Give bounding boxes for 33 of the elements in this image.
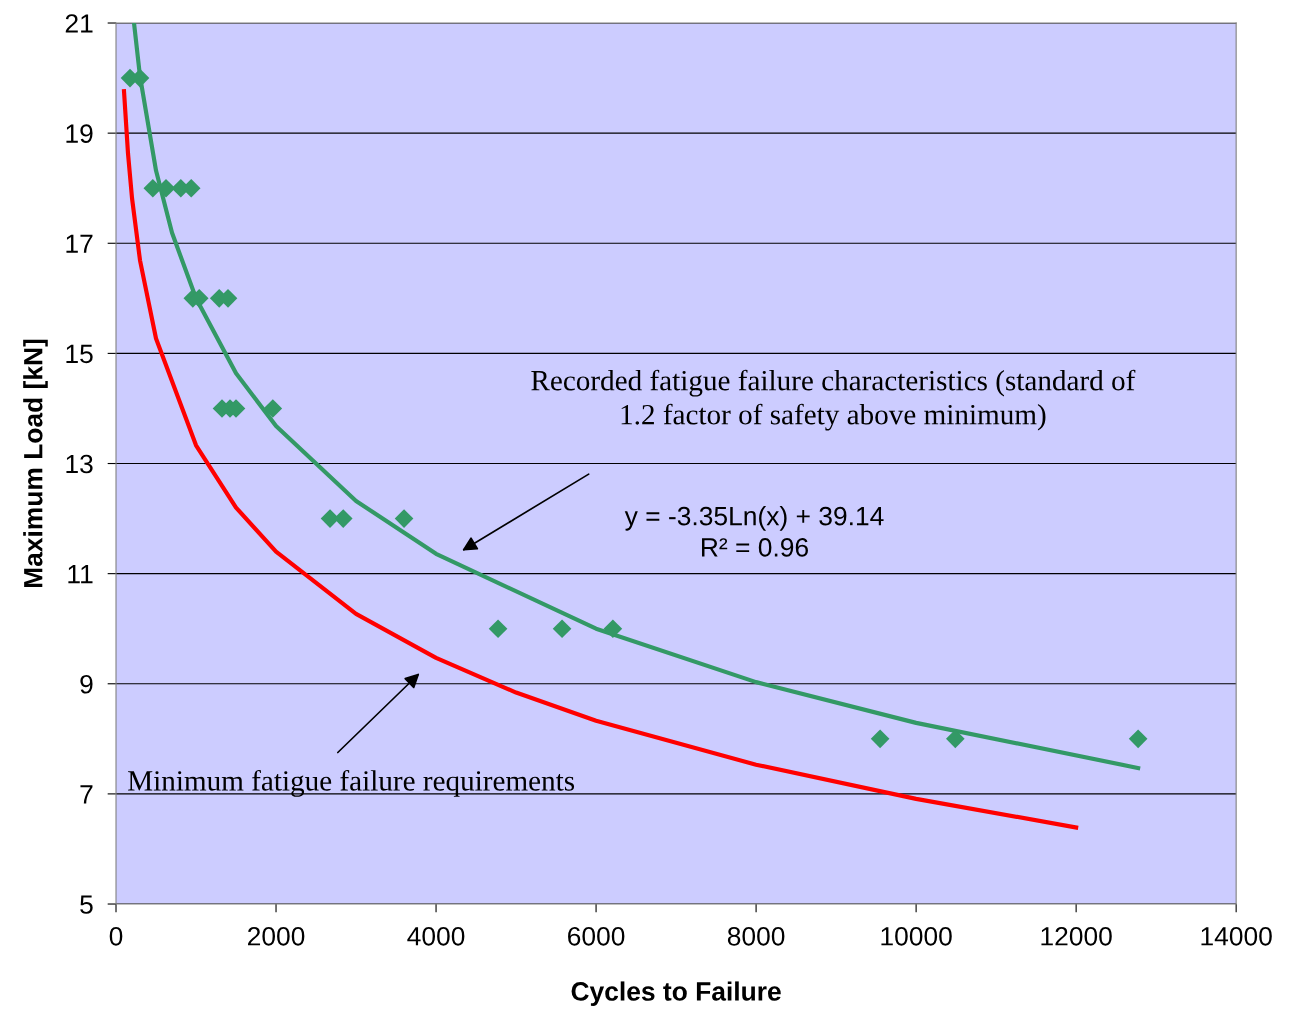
y-tick-label: 21 <box>65 14 93 33</box>
x-tick-label: 6000 <box>568 926 625 946</box>
y-axis-title: Maximum Load [kN] <box>23 339 48 588</box>
annotation: Minimum fatigue failure requirements <box>128 769 575 797</box>
point <box>603 619 623 639</box>
line-series <box>131 23 1141 771</box>
point <box>488 619 508 639</box>
x-tick-label: 8000 <box>727 926 785 946</box>
y-tick-label: 9 <box>80 674 93 694</box>
x-tick-label: 0 <box>109 926 123 946</box>
point <box>552 619 572 639</box>
y-tick-label: 11 <box>68 565 93 584</box>
point <box>156 178 176 198</box>
y-tick-label: 19 <box>66 124 93 143</box>
annotation: Recorded fatigue failure characteristics (standard of 1.2 factor of safety above minimum) <box>531 369 1136 431</box>
point <box>1128 729 1148 749</box>
point <box>263 399 283 418</box>
y-tick-label: 17 <box>66 234 93 253</box>
x-tick-label: 12000 <box>1041 926 1112 946</box>
x-tick-label: 14000 <box>1201 926 1272 946</box>
annotation: y = -3.35Ln(x) + 39.14 R² = 0.96 <box>624 506 884 557</box>
y-tick-label: 15 <box>66 344 93 364</box>
point <box>870 729 890 749</box>
x-axis-title: Cycles to Failure <box>571 981 781 1006</box>
point <box>333 509 353 528</box>
y-tick-label: 5 <box>80 895 93 914</box>
x-tick-label: 4000 <box>407 926 465 946</box>
y-tick-label: 7 <box>80 785 93 804</box>
point <box>394 509 414 528</box>
point <box>946 729 965 749</box>
y-tick-label: 13 <box>66 454 93 474</box>
x-tick-label: 2000 <box>248 926 305 946</box>
x-tick-label: 10000 <box>881 926 952 946</box>
